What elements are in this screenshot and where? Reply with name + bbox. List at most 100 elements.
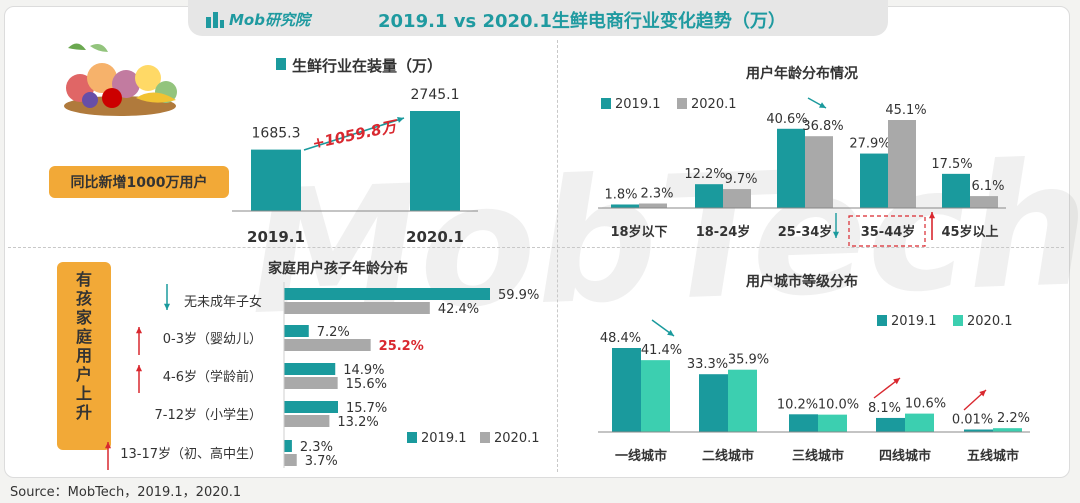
age-bar-2020.1-18-24岁	[723, 189, 751, 208]
city-category-五线城市: 五线城市	[967, 448, 1019, 464]
age-bar-2019.1-45岁以上	[942, 173, 970, 208]
city-category-二线城市: 二线城市	[702, 448, 754, 464]
kids-up-arrow-1-head	[135, 327, 143, 334]
age-category-25-34岁: 25-34岁	[778, 224, 833, 240]
kids-value-2020.1-3: 13.2%	[337, 415, 378, 430]
title-bar	[188, 0, 888, 36]
kids-bar-2019.1-0	[284, 288, 490, 300]
city-tier1-down-arrow-head	[667, 329, 674, 336]
city-bar-2019.1-二线城市	[699, 374, 728, 432]
age-value-2019.1-35-44岁: 27.9%	[849, 137, 890, 152]
city-bar-2020.1-四线城市	[905, 413, 934, 432]
vertical-divider	[557, 40, 558, 472]
kids-legend-2019-swatch	[407, 432, 417, 443]
fruit-basket-icon	[64, 43, 177, 116]
age-bar-2019.1-18岁以下	[611, 204, 639, 208]
kids-legend-2020-swatch	[480, 432, 490, 443]
kids-legend-2019-label: 2019.1	[421, 431, 467, 446]
kids-category-0: 无未成年子女	[184, 294, 262, 310]
age-category-35-44岁: 35-44岁	[861, 224, 916, 240]
city-value-2019.1-二线城市: 33.3%	[687, 357, 728, 372]
kids-value-2020.1-1: 25.2%	[379, 339, 424, 354]
kids-value-2020.1-0: 42.4%	[438, 302, 479, 317]
city-category-四线城市: 四线城市	[879, 448, 931, 464]
age-bar-2020.1-18岁以下	[639, 203, 667, 208]
installed-chart-title: 生鲜行业在装量（万）	[292, 57, 442, 75]
age-value-2020.1-18岁以下: 2.3%	[640, 187, 673, 202]
city-value-2020.1-五线城市: 2.2%	[997, 411, 1030, 426]
city-bar-2020.1-五线城市	[993, 428, 1022, 432]
age-value-2020.1-35-44岁: 45.1%	[885, 103, 926, 118]
kids-category-1: 0-3岁（婴幼儿）	[163, 332, 262, 347]
kids-category-4: 13-17岁（初、高中生）	[120, 446, 262, 462]
kids-bar-2019.1-2	[284, 363, 336, 375]
new-users-badge-text: 同比新增1000万用户	[70, 175, 208, 191]
mob-logo-icon	[206, 12, 224, 28]
age-axis-down-arrow-head	[832, 231, 840, 238]
kids-bar-2020.1-1	[284, 339, 371, 351]
age-legend-2020-swatch	[677, 98, 687, 109]
kids-bar-2019.1-1	[284, 325, 309, 337]
city-value-2019.1-三线城市: 10.2%	[777, 397, 818, 412]
age-highlight-box	[848, 215, 926, 247]
age-value-2019.1-25-34岁: 40.6%	[766, 112, 807, 127]
age-25-34-down-arrow-head	[819, 102, 826, 108]
age-value-2019.1-18-24岁: 12.2%	[684, 167, 725, 182]
kids-bar-2020.1-3	[284, 415, 330, 427]
kids-bar-2020.1-2	[284, 377, 338, 389]
new-users-badge: 同比新增1000万用户	[49, 166, 229, 198]
age-category-18-24岁: 18-24岁	[696, 224, 751, 240]
logo-text: Mob研究院	[229, 11, 310, 29]
age-value-2020.1-25-34岁: 36.8%	[802, 119, 843, 134]
city-legend-2020-swatch	[953, 315, 963, 326]
kids-bar-2019.1-4	[284, 440, 292, 452]
kids-down-arrow-0-head	[163, 303, 171, 310]
kids-value-2019.1-3: 15.7%	[346, 401, 387, 416]
kids-up-arrow-4-head	[104, 442, 112, 449]
city-tier5-up-arrow-head	[979, 390, 986, 397]
age-category-18岁以下: 18岁以下	[610, 224, 667, 240]
kids-value-2019.1-2: 14.9%	[343, 363, 384, 378]
city-value-2019.1-一线城市: 48.4%	[600, 331, 641, 346]
installed-bar-2019.1	[251, 149, 301, 211]
installed-growth-arrow-head	[397, 117, 404, 123]
age-chart-title: 用户年龄分布情况	[746, 65, 858, 82]
city-category-三线城市: 三线城市	[792, 448, 844, 464]
age-legend-2020-label: 2020.1	[691, 97, 737, 112]
city-category-一线城市: 一线城市	[615, 448, 667, 464]
age-bar-2019.1-18-24岁	[695, 184, 723, 208]
installed-growth-arrow-shaft	[303, 117, 405, 151]
age-bar-2020.1-35-44岁	[888, 120, 916, 208]
installed-value-2020.1: 2745.1	[411, 87, 460, 103]
family-rising-badge-text: 有 孩 家 庭 用 户 上 升	[75, 270, 92, 422]
age-bar-2019.1-35-44岁	[860, 153, 888, 208]
age-legend-2019-swatch	[601, 98, 611, 109]
kids-value-2019.1-0: 59.9%	[498, 288, 539, 303]
kids-value-2020.1-4: 3.7%	[305, 454, 338, 469]
age-bar-2020.1-45岁以上	[970, 196, 998, 208]
age-35-44-up-arrow-head	[928, 212, 936, 219]
city-value-2020.1-一线城市: 41.4%	[641, 343, 682, 358]
city-bar-2020.1-二线城市	[728, 369, 757, 432]
page-title: 2019.1 vs 2020.1生鲜电商行业变化趋势（万）	[378, 11, 786, 32]
city-value-2020.1-三线城市: 10.0%	[818, 398, 859, 413]
card-background	[4, 6, 1070, 478]
kids-value-2019.1-4: 2.3%	[300, 440, 333, 455]
city-chart-title: 用户城市等级分布	[746, 273, 858, 290]
city-bar-2020.1-三线城市	[818, 414, 847, 432]
installed-title-marker	[276, 58, 286, 70]
city-value-2019.1-五线城市: 0.01%	[952, 413, 993, 428]
age-bar-2020.1-25-34岁	[805, 136, 833, 208]
installed-category-2020.1: 2020.1	[406, 228, 464, 246]
horizontal-divider	[8, 247, 1064, 248]
city-bar-2020.1-一线城市	[641, 360, 670, 432]
city-tier4-up-arrow-head	[893, 378, 900, 385]
city-legend-2019-swatch	[877, 315, 887, 326]
city-bar-2019.1-三线城市	[789, 414, 818, 432]
city-value-2020.1-四线城市: 10.6%	[905, 397, 946, 412]
installed-value-2019.1: 1685.3	[252, 126, 301, 142]
city-bar-2019.1-一线城市	[612, 348, 641, 432]
